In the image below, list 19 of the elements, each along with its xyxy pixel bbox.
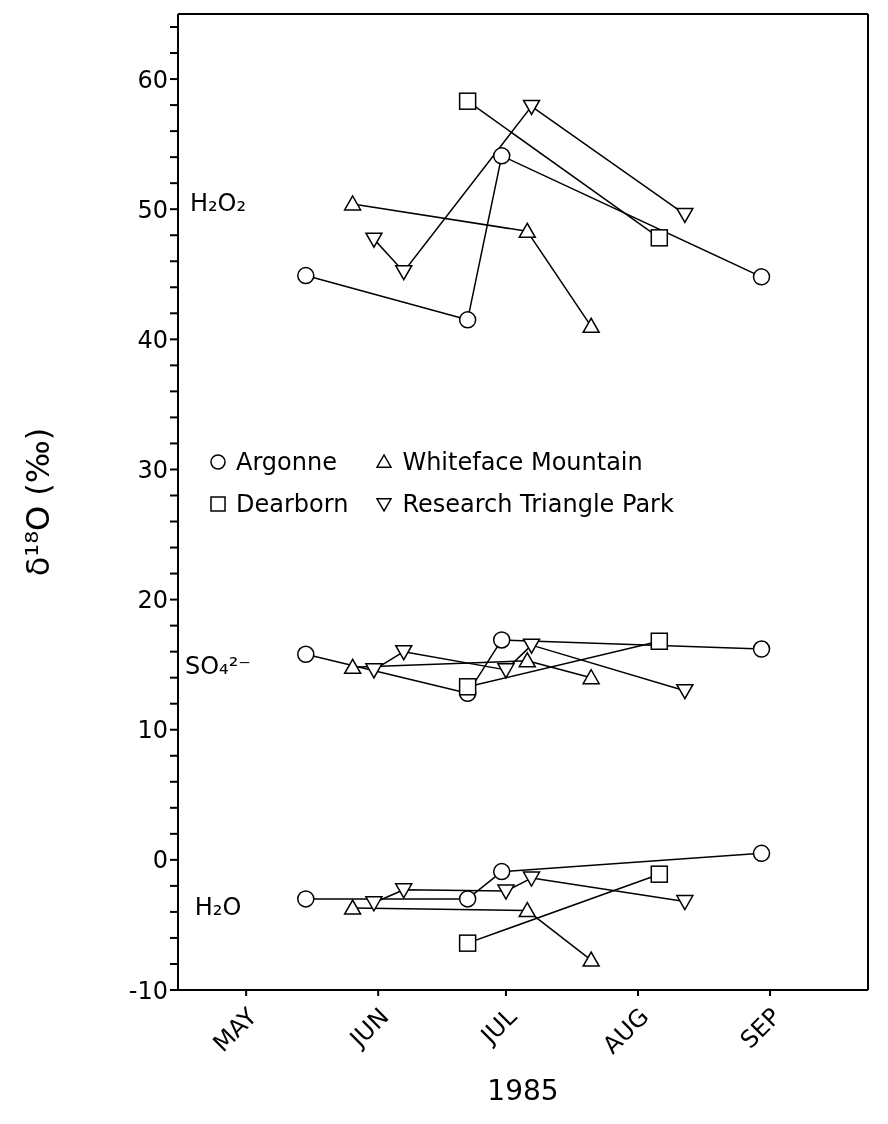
x-tick-label: JUL xyxy=(474,1002,523,1051)
y-tick-label: 10 xyxy=(137,716,168,745)
y-tick-label: 40 xyxy=(137,325,168,354)
annotation: H₂O₂ xyxy=(189,188,247,217)
y-tick-label: 30 xyxy=(137,455,168,484)
legend-label: Whiteface Mountain xyxy=(402,448,643,476)
legend-label: Dearborn xyxy=(236,490,349,518)
y-tick-label: 50 xyxy=(137,195,168,224)
legend-label: Argonne xyxy=(236,448,337,476)
y-tick-label: 60 xyxy=(137,65,168,94)
annotation: SO₄²⁻ xyxy=(184,652,252,681)
y-tick-label: 20 xyxy=(137,586,168,615)
y-tick-label: -10 xyxy=(128,976,168,1005)
annotation: H₂O xyxy=(194,893,242,922)
x-axis-title: 1985 xyxy=(487,1074,559,1107)
y-axis-title: δ¹⁸O (‰) xyxy=(19,427,58,577)
legend-label: Research Triangle Park xyxy=(402,490,674,518)
y-tick-label: 0 xyxy=(152,846,168,875)
x-tick-label: SEP xyxy=(734,1002,787,1055)
